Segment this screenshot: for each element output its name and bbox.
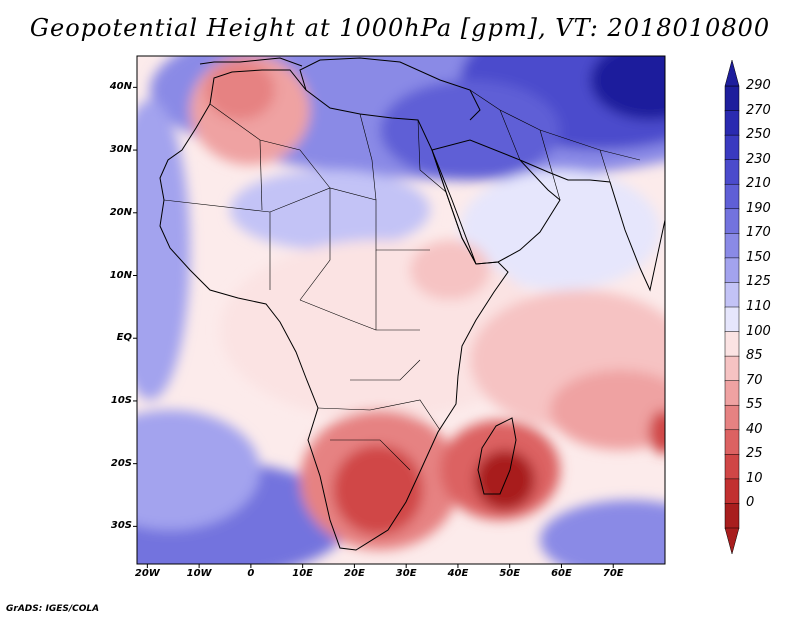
colorbar-swatch: [724, 233, 740, 259]
x-tick-label: 10E: [292, 568, 314, 579]
y-tick-label: 20N: [109, 206, 132, 218]
madagascar-coastline: [477, 417, 517, 495]
field-red-nwafrica-core: [205, 60, 275, 120]
field-red-south-core: [333, 445, 423, 535]
colorbar-label: 150: [746, 249, 771, 265]
persian-gulf-coast: [519, 159, 590, 181]
africa-coastline: [159, 69, 509, 551]
colorbar-swatch: [724, 404, 740, 431]
colorbar-swatch: [724, 208, 740, 235]
colorbar-top-arrow: [724, 59, 740, 87]
x-tick-label: 70E: [602, 568, 624, 579]
country-borders: [163, 89, 641, 471]
colorbar-swatch: [724, 454, 740, 480]
x-tick-label: 0: [247, 568, 255, 579]
colorbar-label: 40: [746, 421, 763, 437]
colorbar-swatch: [724, 85, 740, 112]
x-tick-label: 30E: [395, 568, 417, 579]
colorbar-swatch: [724, 478, 740, 505]
colorbar-swatch: [724, 159, 740, 185]
colorbar-swatch: [724, 380, 740, 406]
y-tick-label: 30N: [109, 144, 132, 156]
colorbar-swatch: [724, 183, 740, 210]
field-blue-westatl: [137, 100, 190, 400]
colorbar-label: 0: [746, 495, 755, 511]
iberia-coastline: [199, 57, 303, 67]
colorbar-swatch: [724, 429, 740, 456]
arabia-coastline: [431, 139, 561, 265]
colorbar-label: 55: [746, 397, 763, 413]
colorbar-swatch: [724, 355, 740, 382]
plot-frame: [136, 55, 666, 565]
colorbar: [724, 59, 740, 555]
field-blue-southwest2: [137, 410, 260, 530]
field-blue-mideast: [380, 80, 560, 180]
colorbar-swatch: [724, 257, 740, 284]
field-red-madagascar-core: [475, 450, 535, 510]
colorbar-label: 230: [746, 151, 771, 167]
y-tick-label: EQ: [116, 332, 132, 344]
colorbar-label: 250: [746, 127, 771, 143]
red-sea-coast: [431, 149, 477, 265]
colorbar-label: 100: [746, 323, 771, 339]
field-red-ethiopia: [410, 240, 490, 300]
colorbar-label: 170: [746, 225, 771, 241]
x-tick-label: 20E: [344, 568, 365, 579]
y-tick-label: 10N: [109, 269, 132, 281]
colorbar-swatch: [724, 282, 740, 308]
field-white-arabia: [460, 170, 660, 290]
colorbar-label: 110: [746, 299, 771, 314]
y-tick-label: 20S: [110, 457, 132, 469]
field-red-east: [649, 410, 665, 454]
field-blue-southeast: [540, 500, 665, 564]
colorbar-label: 70: [746, 372, 763, 388]
colorbar-swatch: [724, 134, 740, 161]
colorbar-label: 210: [746, 176, 771, 192]
field-red-indian: [550, 370, 665, 450]
x-tick-label: 40E: [447, 568, 469, 579]
x-tick-label: 50E: [499, 568, 521, 579]
height-field: [137, 56, 665, 564]
field-blue-iran: [590, 56, 665, 120]
mediterranean-coastline: [299, 57, 481, 121]
colorbar-label: 85: [746, 348, 763, 364]
colorbar-label: 290: [746, 78, 771, 93]
colorbar-label: 10: [746, 470, 763, 486]
grads-credit: GrADS: IGES/COLA: [6, 604, 100, 614]
x-tick-label: 60E: [551, 568, 572, 579]
y-tick-label: 30S: [110, 520, 132, 532]
colorbar-swatch: [724, 306, 740, 333]
colorbar-label: 25: [746, 446, 763, 462]
y-tick-label: 10S: [110, 394, 132, 406]
colorbar-swatch: [724, 503, 740, 529]
colorbar-swatch: [724, 331, 740, 357]
colorbar-bottom-arrow: [724, 527, 740, 555]
colorbar-label: 270: [746, 102, 771, 118]
axis-ticks: [133, 86, 614, 568]
colorbar-label: 190: [746, 200, 771, 216]
y-tick-label: 40N: [109, 81, 132, 93]
colorbar-swatch: [724, 110, 740, 136]
map-title: Geopotential Height at 1000hPa [gpm], VT…: [29, 14, 771, 42]
x-tick-label: 20W: [134, 568, 160, 579]
colorbar-label: 125: [746, 274, 771, 290]
x-tick-label: 10W: [186, 568, 212, 579]
